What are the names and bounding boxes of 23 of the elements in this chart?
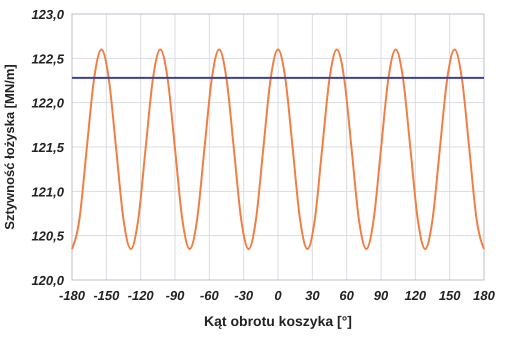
x-tick-label: -60	[200, 288, 220, 303]
y-tick-label: 121,0	[31, 184, 65, 200]
y-tick-label: 121,5	[31, 140, 65, 155]
y-tick-label: 122,0	[31, 96, 65, 111]
x-tick-label: -90	[166, 288, 186, 303]
line-series	[71, 48, 485, 250]
x-tick-label: 30	[305, 288, 320, 303]
x-tick-label: -120	[128, 288, 154, 303]
y-tick-label: 120,0	[31, 273, 65, 288]
x-tick-label: 120	[404, 288, 427, 303]
x-tick-label: -30	[234, 288, 254, 303]
x-tick-label: -150	[93, 288, 120, 303]
x-axis-title: Kąt obrotu koszyka [°]	[204, 313, 352, 329]
y-axis-title: Sztywność łożyska [MN/m]	[2, 64, 17, 230]
x-tick-label: -180	[58, 288, 86, 303]
x-tick-label: 180	[473, 288, 496, 303]
y-tick-label: 123,0	[31, 7, 65, 22]
x-tick-label: 150	[438, 288, 462, 303]
x-tick-label: 0	[274, 288, 282, 303]
y-tick-label: 120,5	[31, 228, 65, 244]
x-tick-label: 90	[374, 288, 389, 303]
x-tick-label: 60	[339, 288, 355, 303]
y-tick-label: 122,5	[31, 51, 65, 66]
